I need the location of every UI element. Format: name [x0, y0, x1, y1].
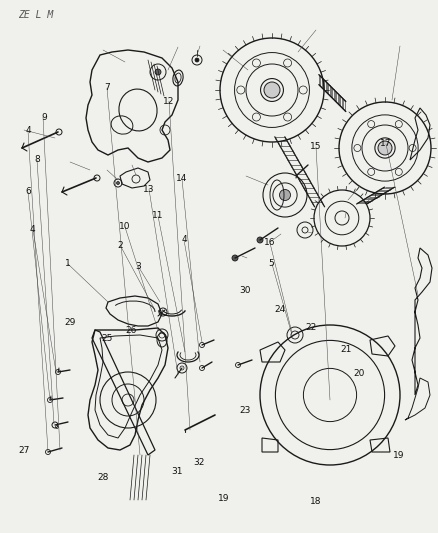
Text: 31: 31: [172, 467, 183, 476]
Text: 4: 4: [181, 236, 187, 244]
Text: 24: 24: [275, 305, 286, 313]
Text: 8: 8: [34, 156, 40, 164]
Text: 30: 30: [240, 286, 251, 295]
Circle shape: [117, 182, 120, 184]
Text: 18: 18: [310, 497, 321, 505]
Text: 23: 23: [240, 406, 251, 415]
Text: 1: 1: [65, 260, 71, 268]
Circle shape: [279, 190, 290, 200]
Text: 9: 9: [41, 113, 47, 122]
Text: 14: 14: [176, 174, 187, 183]
Text: 7: 7: [104, 84, 110, 92]
Text: 20: 20: [353, 369, 365, 377]
Text: 13: 13: [143, 185, 155, 193]
Text: 22: 22: [305, 324, 317, 332]
Text: 5: 5: [268, 260, 275, 268]
Circle shape: [195, 58, 199, 62]
Circle shape: [155, 69, 161, 75]
Circle shape: [257, 237, 263, 243]
Text: 27: 27: [18, 446, 30, 455]
Text: 4: 4: [30, 225, 35, 233]
Text: 3: 3: [135, 262, 141, 271]
Text: 17: 17: [380, 140, 391, 148]
Text: 21: 21: [340, 345, 352, 353]
Text: 29: 29: [64, 318, 76, 327]
Text: 19: 19: [393, 451, 404, 460]
Text: 15: 15: [310, 142, 321, 151]
Circle shape: [264, 82, 280, 98]
Text: 11: 11: [152, 212, 163, 220]
Text: 26: 26: [126, 326, 137, 335]
Text: ZE L M: ZE L M: [18, 10, 53, 20]
Text: 25: 25: [102, 334, 113, 343]
Circle shape: [378, 141, 392, 155]
Circle shape: [232, 255, 238, 261]
Text: 16: 16: [264, 238, 275, 247]
Text: 32: 32: [194, 458, 205, 467]
Text: 12: 12: [163, 97, 174, 106]
Text: 19: 19: [218, 494, 229, 503]
Text: 10: 10: [119, 222, 131, 231]
Text: 28: 28: [97, 473, 109, 481]
Text: 2: 2: [118, 241, 123, 249]
Text: 6: 6: [25, 188, 32, 196]
Text: 4: 4: [26, 126, 31, 135]
